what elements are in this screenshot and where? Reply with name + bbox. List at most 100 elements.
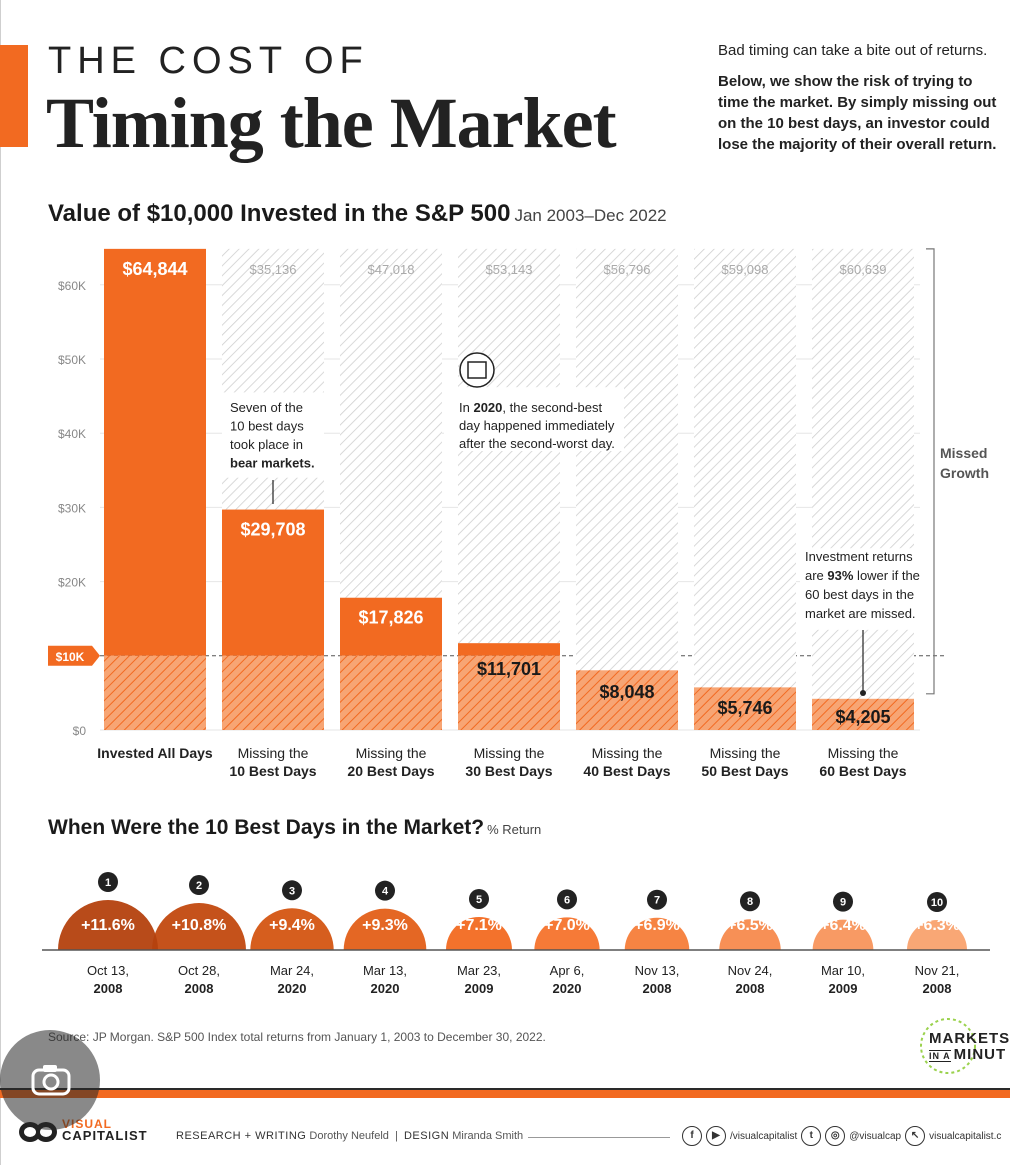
year-label: 2009	[465, 981, 494, 996]
annotation-panel	[444, 387, 624, 452]
principal-bar	[104, 655, 206, 730]
design-name: Miranda Smith	[452, 1130, 524, 1142]
missed-growth-label: Missed	[940, 445, 987, 461]
value-label: $8,048	[599, 682, 654, 702]
title-top: THE COST OF	[48, 40, 369, 82]
missed-value-label: $59,098	[722, 262, 769, 277]
value-bar	[694, 687, 796, 730]
chart-title: Value of $10,000 Invested in the S&P 500…	[48, 200, 667, 228]
y-tick-label: $0	[73, 724, 87, 738]
social-handle-2[interactable]: @visualcap	[849, 1130, 902, 1142]
footer-accent-line	[0, 1088, 1010, 1098]
value-bar	[576, 670, 678, 730]
lens-overlay-button[interactable]	[0, 1030, 100, 1130]
returns-note: Investment returns	[805, 549, 913, 564]
value-label: $5,746	[717, 698, 772, 718]
accent-bar	[0, 45, 28, 147]
y-tick-label: $30K	[58, 501, 86, 515]
chart-subtitle: Jan 2003–Dec 2022	[514, 206, 667, 225]
website-link[interactable]: visualcapitalist.c	[929, 1130, 1002, 1142]
date-label: Mar 24,	[270, 963, 314, 978]
bear-market-note: 10 best days	[230, 419, 304, 434]
rank-label: 9	[840, 897, 846, 909]
rank-badge	[740, 891, 760, 912]
credits: RESEARCH + WRITING Dorothy Neufeld | DES…	[176, 1130, 524, 1142]
return-label: +10.8%	[172, 917, 227, 934]
bars	[104, 248, 914, 730]
mim-word-markets: MARKETS	[929, 1030, 1010, 1047]
bear-market-note: bear markets.	[230, 456, 315, 471]
camera-icon[interactable]	[30, 1062, 72, 1098]
brand-word-capitalist: CAPITALIST	[62, 1128, 148, 1143]
best-days-title: When Were the 10 Best Days in the Market…	[48, 816, 541, 840]
return-label: +6.4%	[820, 917, 866, 934]
category-label: Missing the	[592, 745, 663, 761]
social-handle-1[interactable]: /visualcapitalist	[730, 1130, 798, 1142]
cursor-icon[interactable]: ↖	[905, 1126, 926, 1146]
category-label: 20 Best Days	[347, 763, 434, 779]
date-label: Nov 21,	[915, 963, 960, 978]
principal-bar	[222, 655, 324, 730]
rank-badge	[927, 892, 947, 912]
best-days-chart: +11.6% 1 Oct 13, 2008 +10.8% 2 Oct 28, 2008 +9.4…	[42, 872, 990, 996]
year-label: 2020	[553, 981, 582, 996]
rank-badge	[189, 875, 209, 896]
youtube-icon[interactable]: ▶	[706, 1126, 726, 1146]
rank-label: 4	[382, 886, 389, 898]
rank-badge	[833, 891, 853, 912]
category-label: Missing the	[710, 745, 781, 761]
covid-note: day happened immediately	[459, 418, 615, 433]
return-bubble	[812, 919, 874, 950]
calendar-icon	[459, 352, 495, 388]
bar-labels: $64,844 Invested All Days $29,708 $35,136 Mi…	[97, 259, 907, 779]
year-label: 2020	[371, 981, 400, 996]
return-label: +11.6%	[81, 917, 135, 934]
baseline-tag	[48, 645, 100, 666]
intro-description: Below, we show the risk of trying to tim…	[718, 73, 997, 153]
category-label: Missing the	[356, 745, 427, 761]
bear-market-note: Seven of the	[230, 400, 303, 415]
facebook-icon[interactable]: f	[682, 1126, 702, 1146]
y-tick-label: $60K	[58, 279, 86, 293]
year-label: 2009	[829, 981, 858, 996]
category-label: 10 Best Days	[229, 763, 316, 779]
year-label: 2008	[185, 981, 214, 996]
returns-note: market are missed.	[805, 606, 916, 621]
twitter-icon[interactable]: t	[801, 1126, 822, 1146]
category-label: Missing the	[238, 745, 309, 761]
instagram-icon[interactable]: ◎	[825, 1126, 846, 1146]
missed-value-label: $53,143	[486, 262, 533, 277]
date-label: Nov 24,	[728, 963, 773, 978]
page-title: Timing the Market	[46, 83, 617, 163]
value-label: $11,701	[477, 659, 541, 679]
source-note: Source: JP Morgan. S&P 500 Index total r…	[48, 1030, 546, 1044]
value-label: $29,708	[240, 520, 305, 540]
return-bubble	[719, 919, 781, 950]
annotation-panel	[222, 392, 324, 478]
return-bubble	[58, 900, 158, 950]
return-label: +7.1%	[456, 917, 502, 934]
year-label: 2008	[94, 981, 123, 996]
design-label: DESIGN	[403, 1130, 450, 1142]
value-bar	[812, 698, 914, 730]
annotation-panel	[800, 548, 922, 630]
rank-label: 6	[564, 894, 570, 906]
date-label: Nov 13,	[635, 963, 680, 978]
date-label: Mar 23,	[457, 963, 501, 978]
bear-market-note: took place in	[230, 437, 303, 452]
credits-divider	[528, 1137, 670, 1138]
missed-growth-label: Growth	[940, 465, 989, 481]
return-label: +9.3%	[362, 917, 408, 934]
baseline-label: $10K	[56, 650, 85, 664]
return-bubble	[343, 908, 427, 950]
year-label: 2008	[643, 981, 672, 996]
covid-note: In 2020, the second-best	[459, 400, 603, 415]
category-label: 60 Best Days	[819, 763, 906, 779]
year-label: 2008	[923, 981, 952, 996]
mim-word-in-a-minute: IN A MINUT	[929, 1046, 1006, 1063]
missed-growth-bar	[340, 248, 442, 598]
left-border	[0, 0, 1, 1165]
returns-note: are 93% lower if the	[805, 568, 920, 583]
date-label: Apr 6,	[550, 963, 585, 978]
value-bar	[340, 597, 442, 656]
